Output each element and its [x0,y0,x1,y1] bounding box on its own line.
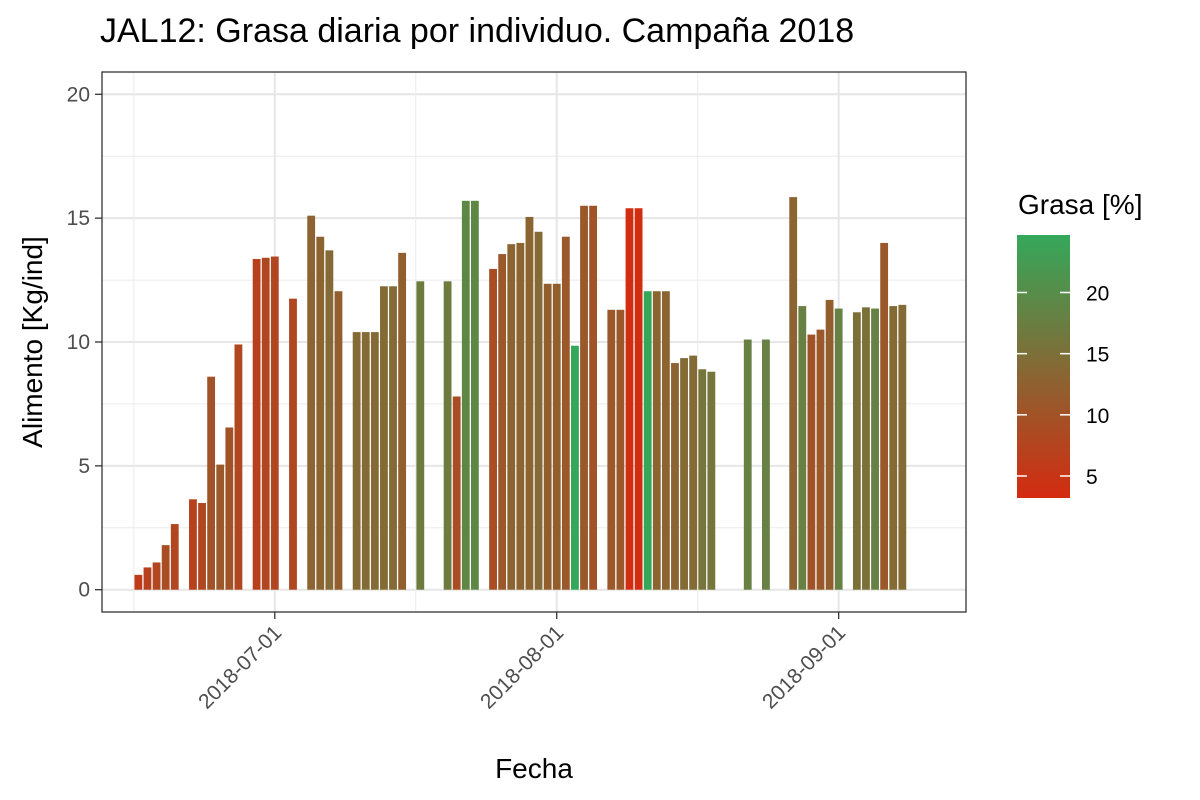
y-tick-label: 15 [67,207,90,230]
bar [834,308,843,590]
bar [852,312,861,590]
bar [507,244,516,590]
bar-layer [134,197,907,590]
bar [498,254,507,590]
bar [643,291,652,590]
legend-colorbar [1017,235,1070,498]
x-tick-label: 2018-08-01 [476,621,568,713]
bar [661,291,670,590]
bar [561,236,570,590]
bar [289,298,297,590]
bar [543,283,552,590]
bar [416,281,425,590]
bar [798,306,807,590]
bar [707,371,716,590]
bar [652,291,661,590]
bar [134,574,143,590]
color-legend: Grasa [%] 5 10 15 20 [1017,189,1142,498]
bar [307,215,316,590]
bar [589,205,598,590]
bar [189,499,197,590]
y-tick-label: 5 [78,455,90,478]
bar [198,503,206,590]
bar [234,344,243,590]
bar [270,256,279,590]
bar [762,339,770,590]
bar [470,200,479,590]
bar [607,309,616,590]
bar [580,205,588,590]
x-axis-title: Fecha [495,753,573,784]
bar [361,332,370,590]
bar [516,242,525,590]
bar [489,268,497,590]
bar [443,281,452,590]
bar [534,231,543,590]
bar [825,299,834,590]
y-tick-label: 20 [67,83,90,106]
bar [161,545,170,590]
bar [261,257,270,590]
bar [334,291,343,590]
bar [671,363,679,590]
bar [634,208,643,590]
bar [525,216,534,590]
bar [452,396,461,590]
bar [889,306,898,590]
bar [625,208,634,590]
bar [170,524,179,590]
bar [689,355,698,590]
bar [880,242,889,590]
bar [898,304,907,590]
bar [461,200,470,590]
chart-title: JAL12: Grasa diaria por individuo. Campa… [100,12,855,50]
legend-tick-label: 10 [1086,405,1109,428]
bar [398,252,407,590]
bar [380,286,388,590]
bar [571,345,579,590]
bar [352,332,361,590]
bar [743,339,752,590]
bar [807,334,816,590]
x-tick-label: 2018-09-01 [758,621,850,713]
bar [370,332,379,590]
bar [225,427,234,590]
bar [389,286,397,590]
y-tick-label: 10 [67,331,90,354]
bar [616,309,625,590]
bar [698,369,707,590]
bar [316,236,325,590]
bar [789,197,798,590]
bar [816,329,825,590]
bar [152,562,161,590]
bar [216,464,225,590]
bar [552,283,561,590]
y-tick-label: 0 [78,579,90,602]
bar [143,567,152,590]
bar [680,358,688,590]
legend-tick-label: 15 [1086,344,1109,367]
x-tick-label: 2018-07-01 [194,621,286,713]
legend-title: Grasa [%] [1018,189,1142,220]
legend-tick-label: 5 [1086,466,1098,489]
y-axis-title: Alimento [Kg/ind] [17,236,48,448]
bar [252,259,261,590]
bar [325,250,334,590]
legend-tick-label: 20 [1086,282,1109,305]
bar [871,308,879,590]
bar [207,376,216,590]
bar [862,307,870,590]
